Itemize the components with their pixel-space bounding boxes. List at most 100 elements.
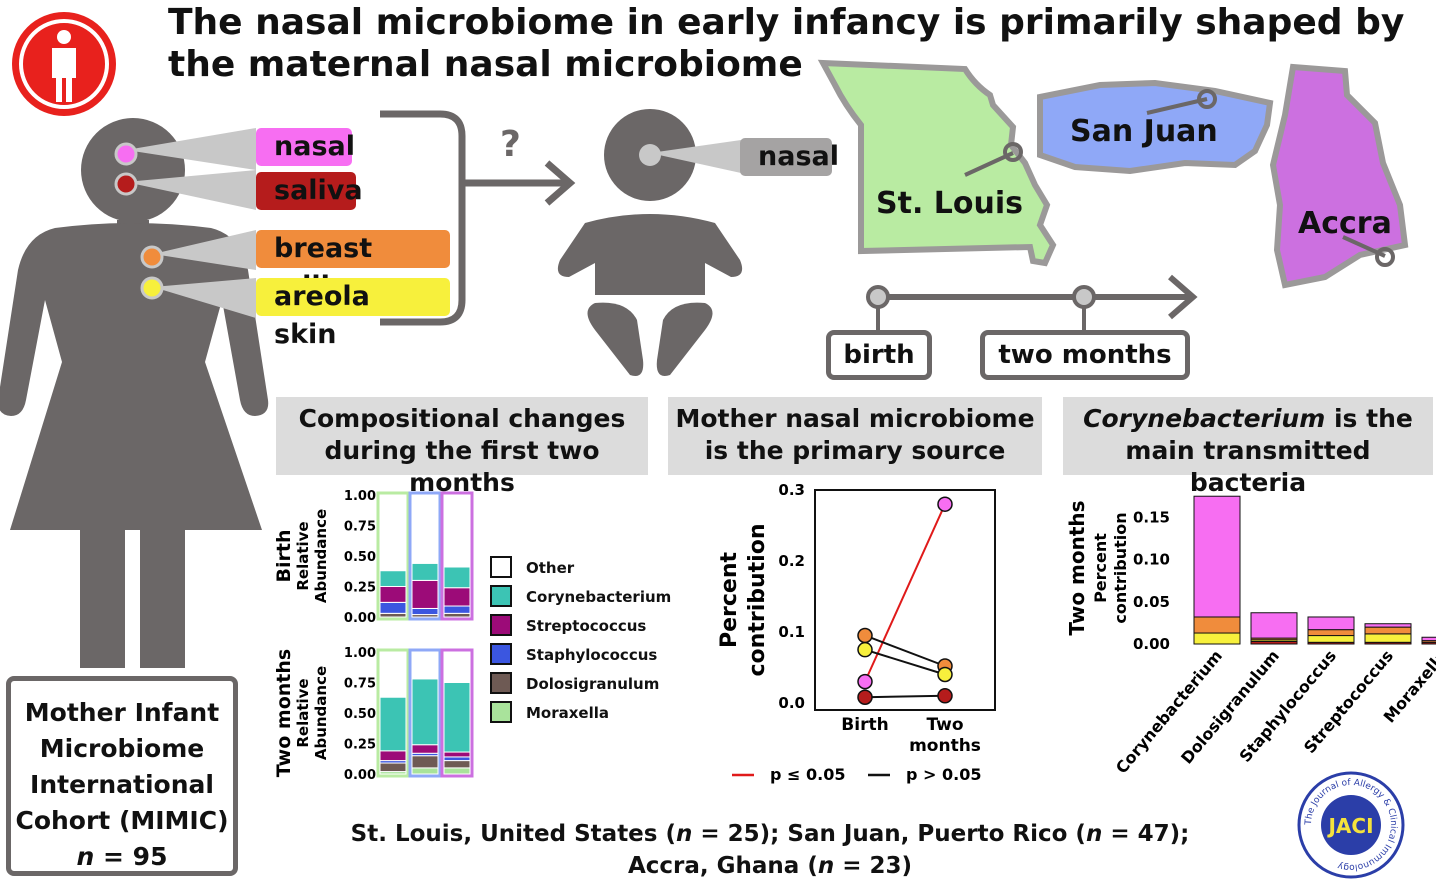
row-label: Two months [273, 649, 295, 777]
stack-segment [1194, 496, 1240, 617]
stack-segment [444, 768, 470, 774]
stack-segment [1365, 624, 1411, 627]
stack-segment [1422, 637, 1436, 640]
stack-segment [444, 567, 470, 588]
stack-segment [1194, 633, 1240, 644]
legend-label: Moraxella [526, 704, 609, 722]
y-tick-label: 0.25 [344, 738, 376, 753]
stack-segment [412, 745, 438, 754]
stack-segment [412, 580, 438, 608]
y-tick-label: 0.00 [344, 611, 376, 626]
saliva-label: saliva [256, 172, 356, 210]
data-point [858, 690, 872, 704]
legend-label: p > 0.05 [906, 765, 981, 784]
timeline-two-months: two months [980, 330, 1190, 380]
stack-segment [444, 613, 470, 617]
stack-segment [444, 588, 470, 606]
y-tick-label: 0.05 [1133, 593, 1170, 611]
nasal-label: nasal [256, 128, 352, 166]
stack-segment [444, 495, 470, 567]
y-tick-label: 0.0 [778, 694, 805, 712]
y-axis-label: Abundance [312, 509, 330, 603]
footer-sites: St. Louis, United States (n = 25); San J… [300, 818, 1240, 882]
stack-segment [444, 652, 470, 683]
stack-segment [1365, 634, 1411, 642]
jaci-seal-icon: JACI The Journal of Allergy & Clinical I… [1296, 770, 1406, 880]
stack-segment [380, 763, 406, 772]
stack-segment [380, 571, 406, 587]
y-tick-label: 0.10 [1133, 551, 1170, 569]
legend-label: Streptococcus [526, 617, 646, 635]
y-tick-label: 0.50 [344, 550, 376, 565]
stack-segment [380, 697, 406, 751]
genus-legend: Other Corynebacterium Streptococcus Stap… [490, 556, 680, 736]
accra-label: Accra [1298, 206, 1392, 241]
stack-segment [1308, 617, 1354, 630]
x-tick-label: months [909, 736, 981, 756]
composition-chart: Birth Relative Abundance0.000.250.500.751.… [268, 482, 488, 792]
legend-swatch [490, 585, 512, 607]
x-tick-label: Staphylococcus [1235, 646, 1340, 766]
stack-segment [380, 751, 406, 761]
timeline-arrow [860, 272, 1220, 332]
x-tick-label: Birth [841, 715, 888, 735]
stack-segment [380, 652, 406, 697]
legend-label: Dolosigranulum [526, 675, 659, 693]
y-axis-label: Relative [294, 678, 312, 747]
legend-swatch [490, 556, 512, 578]
legend-label: Staphylococcus [526, 646, 657, 664]
seal-text: JACI [1326, 814, 1373, 838]
legend-swatch [490, 672, 512, 694]
x-tick-label: Dolosigranulum [1177, 646, 1283, 767]
y-tick-label: 0.15 [1133, 508, 1170, 526]
st-louis-label: St. Louis [876, 186, 1023, 221]
y-tick-label: 0.75 [344, 520, 376, 535]
stack-segment [444, 757, 470, 761]
stack-segment [1308, 630, 1354, 636]
san-juan-label: San Juan [1070, 114, 1218, 149]
stack-segment [1308, 636, 1354, 643]
stack-segment [412, 608, 438, 614]
row-label: Birth [273, 530, 295, 583]
y-axis-label: Percent [1091, 533, 1110, 603]
source-contribution-chart: 0.0 0.1 0.2 0.3 Percent contribution Birth Twom… [700, 480, 1030, 800]
y-axis-label: Abundance [312, 666, 330, 760]
ghana-map [1273, 67, 1405, 285]
legend-label: Corynebacterium [526, 588, 671, 606]
y-axis-label: Relative [294, 521, 312, 590]
infant-silhouette-icon [555, 105, 755, 385]
data-point [858, 643, 872, 657]
timeline-birth: birth [826, 330, 932, 380]
stack-segment [380, 495, 406, 571]
legend-swatch [490, 614, 512, 636]
series-line [865, 696, 945, 697]
y-tick-label: 0.1 [778, 623, 805, 641]
panel-transmitted-header: Corynebacterium is the main transmitted b… [1063, 397, 1433, 475]
legend-label: p ≤ 0.05 [770, 765, 845, 784]
y-tick-label: 1.00 [344, 646, 376, 661]
missouri-map [823, 63, 1053, 263]
y-tick-label: 0.25 [344, 581, 376, 596]
breast-milk-label: breast milk [256, 230, 450, 268]
x-tick-label: Corynebacterium [1112, 646, 1226, 777]
stack-segment [412, 495, 438, 563]
row-label: Two months [1065, 500, 1089, 635]
stack-segment [380, 587, 406, 603]
y-tick-label: 0.75 [344, 677, 376, 692]
data-point [938, 668, 952, 682]
panel-compositional-header: Compositional changes during the first tw… [276, 397, 648, 475]
x-tick-label: Two [926, 715, 963, 735]
transmitted-bacteria-chart: 0.00 0.05 0.10 0.15 Two months Percent contrib… [1060, 480, 1436, 800]
legend-swatch [490, 643, 512, 665]
birth-node-icon [868, 287, 888, 307]
stack-segment [412, 679, 438, 745]
cohort-box: Mother Infant Microbiome International C… [6, 676, 238, 876]
y-axis-label: contribution [745, 524, 770, 677]
legend-label: Other [526, 559, 574, 577]
two-months-node-icon [1074, 287, 1094, 307]
stack-segment [1365, 627, 1411, 634]
plot-frame [815, 490, 995, 710]
y-axis-label: contribution [1111, 512, 1130, 623]
stack-segment [444, 606, 470, 613]
stack-segment [412, 563, 438, 580]
